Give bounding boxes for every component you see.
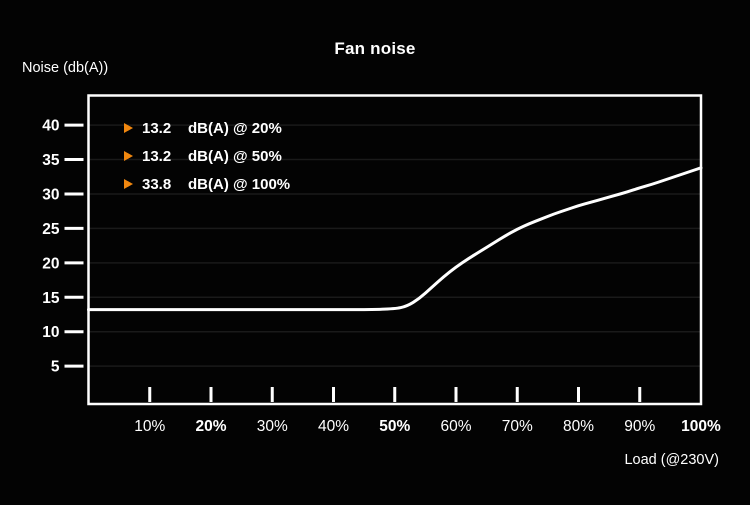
legend-marker-icon	[124, 179, 133, 189]
x-tick-label: 90%	[624, 418, 655, 435]
y-tick-label: 20	[42, 255, 59, 272]
legend-label: dB(A) @ 20%	[188, 119, 282, 137]
chart-legend: 13.2 dB(A) @ 20% 13.2 dB(A) @ 50% 33.8 d…	[124, 114, 290, 198]
x-tick-label: 70%	[502, 418, 533, 435]
legend-item: 33.8 dB(A) @ 100%	[124, 170, 290, 198]
x-tick-label: 40%	[318, 418, 349, 435]
legend-label: dB(A) @ 50%	[188, 147, 282, 165]
legend-value: 13.2	[142, 119, 172, 137]
legend-label: dB(A) @ 100%	[188, 175, 291, 193]
legend-marker-icon	[124, 151, 133, 161]
x-tick-label: 80%	[563, 418, 594, 435]
y-tick-label: 35	[42, 152, 60, 169]
y-axis-label: Noise (db(A))	[22, 60, 109, 76]
legend-item: 13.2 dB(A) @ 50%	[124, 142, 290, 170]
x-axis-label: Load (@230V)	[624, 452, 719, 468]
y-tick-label: 30	[42, 186, 59, 203]
noise-curve	[87, 166, 703, 312]
x-tick-label: 60%	[440, 418, 471, 435]
x-tick-label: 50%	[379, 418, 410, 435]
y-tick-label: 5	[51, 359, 60, 376]
y-tick-label: 40	[42, 118, 59, 135]
y-tick-label: 25	[42, 221, 60, 238]
legend-value: 13.2	[142, 147, 172, 165]
plot-border	[87, 94, 703, 406]
x-tick-label: 20%	[195, 418, 226, 435]
legend-item: 13.2 dB(A) @ 20%	[124, 114, 290, 142]
legend-value: 33.8	[142, 175, 172, 193]
x-tick-label: 30%	[257, 418, 288, 435]
x-tick-label: 100%	[681, 418, 721, 435]
chart-title: Fan noise	[334, 39, 416, 58]
x-tick-label: 10%	[134, 418, 165, 435]
y-tick-label: 10	[42, 324, 59, 341]
y-tick-label: 15	[42, 290, 60, 307]
legend-marker-icon	[124, 123, 133, 133]
